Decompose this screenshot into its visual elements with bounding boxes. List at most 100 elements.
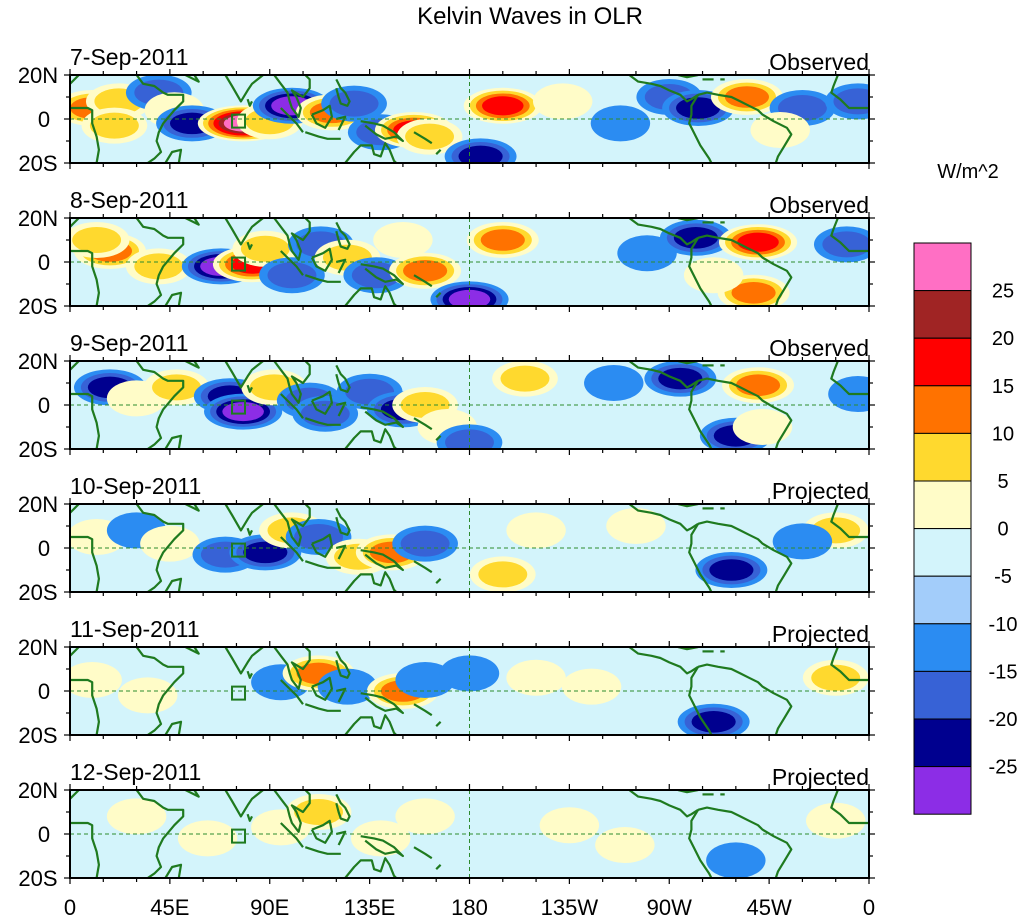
coastline [70, 504, 80, 514]
anomaly-cell [606, 508, 666, 544]
coastline [246, 670, 253, 679]
coastline [280, 250, 304, 276]
coastline [628, 790, 699, 818]
coastline [304, 131, 341, 140]
coastline [135, 790, 185, 878]
colorbar-tick-label: 25 [992, 281, 1014, 303]
olr-field [70, 361, 869, 449]
coastline [688, 523, 713, 592]
coastline [697, 377, 793, 449]
anomaly-cell [469, 556, 536, 592]
coastline [435, 149, 442, 155]
colorbar-tick-label: 5 [997, 471, 1008, 493]
coastline [435, 864, 442, 870]
coastline [360, 263, 404, 286]
coastline [164, 434, 183, 449]
panel-2: 20N 0 20S 8-Sep-2011 Observed [18, 187, 875, 319]
lat-label: 20S [18, 294, 57, 319]
anomaly-cell [117, 677, 178, 714]
coastline [70, 218, 80, 228]
olr-field [70, 75, 869, 163]
panel-status: Observed [769, 49, 869, 75]
coastline [184, 361, 200, 369]
panel-status: Projected [772, 621, 869, 647]
coastline [336, 401, 347, 417]
coastline [830, 504, 869, 539]
colorbar-swatch [913, 718, 972, 768]
coastline [310, 390, 333, 415]
coastline [70, 106, 101, 163]
coastline [697, 520, 793, 592]
reference-box [231, 256, 247, 272]
coastline [280, 822, 304, 848]
coastline [435, 435, 442, 441]
lat-label: 0 [38, 107, 50, 132]
colorbar-tick-label: 10 [992, 423, 1014, 445]
coastline [336, 687, 347, 703]
coastline [336, 544, 347, 560]
reference-box [231, 685, 247, 701]
anomaly-cell [662, 90, 735, 126]
coastline [336, 830, 347, 846]
panel-date: 9-Sep-2011 [70, 330, 189, 356]
coastlines [70, 218, 869, 306]
coastline [335, 507, 351, 536]
coastline [273, 361, 311, 404]
coastline [246, 527, 253, 536]
colorbar-swatch [913, 528, 972, 577]
lon-label: 45W [747, 895, 792, 920]
anomaly-cell [590, 105, 651, 142]
coastlines [70, 361, 869, 449]
lon-label: 90E [250, 895, 289, 920]
coastline [246, 241, 253, 250]
coastline [70, 790, 80, 800]
coastline [304, 417, 341, 426]
coastline [224, 218, 264, 246]
coastline [70, 361, 80, 371]
panel-status: Observed [769, 335, 869, 361]
colorbar: W/m^2 25 20 15 10 5 0 -5 -10 -15 -20 -25 [913, 161, 1017, 815]
reference-box [231, 113, 247, 129]
panel-5: 20N 0 20S 11-Sep-2011 Projected [18, 616, 875, 748]
coastline [830, 361, 869, 396]
coastline [336, 115, 347, 131]
coastline [135, 75, 185, 163]
coastline [360, 549, 404, 572]
coastline [688, 237, 713, 306]
coastline [688, 94, 713, 163]
coastline [360, 406, 404, 429]
coastline [273, 790, 311, 833]
anomaly-cell [444, 138, 517, 163]
panel-status: Observed [769, 192, 869, 218]
lat-label: 0 [38, 679, 50, 704]
coastline [335, 78, 351, 107]
colorbar-swatch [913, 242, 972, 292]
x-axis: 0 45E 90E 135E 180 135W 90W 45W 0 [64, 895, 875, 920]
colorbar-swatch [913, 766, 972, 815]
coastline [830, 647, 869, 682]
colorbar-tick-label: 0 [997, 519, 1008, 541]
panel-4: 20N 0 20S 10-Sep-2011 Projected [18, 473, 875, 605]
anomaly-cell [595, 827, 655, 863]
coastline [344, 714, 398, 735]
anomaly-cell [389, 252, 462, 289]
coastline [135, 504, 185, 592]
coastline [224, 75, 264, 103]
coastline [310, 247, 333, 272]
coastline [184, 218, 200, 226]
anomaly-cell [396, 118, 463, 155]
lat-label: 20S [18, 580, 57, 605]
coastline [335, 221, 351, 250]
anomaly-cell [259, 257, 325, 294]
coastline [335, 650, 351, 679]
panel-3: 20N 0 20S 9-Sep-2011 Observed [18, 330, 875, 462]
coastline [164, 577, 183, 592]
colorbar-swatch [913, 337, 972, 387]
coastline [70, 647, 80, 657]
colorbar-swatch [913, 432, 972, 482]
panel-status: Projected [772, 478, 869, 504]
coastline [164, 720, 183, 735]
coastline [280, 393, 304, 419]
lat-label: 20S [18, 723, 57, 748]
